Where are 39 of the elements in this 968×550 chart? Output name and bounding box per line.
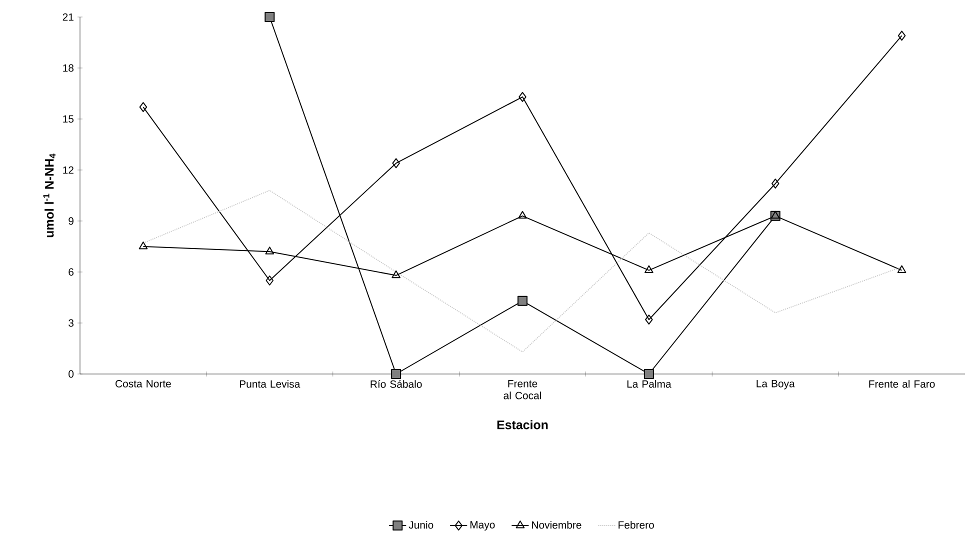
point [898,30,906,41]
point [645,314,653,325]
y-tick-label: 6 [68,268,74,276]
x-tick-label: Punta Levisa [240,380,300,388]
y-tick-label: 21 [62,13,74,21]
y-tick-label: 9 [68,217,74,225]
y-tick-label: 3 [68,319,74,327]
point [518,210,527,219]
y-tick-label: 12 [63,166,74,174]
point [771,178,780,189]
x-tick-label: Río Sábalo [370,380,422,388]
legend-label: Mayo [470,521,495,531]
point [518,296,528,306]
point [392,270,400,278]
x-axis-title: Estacion [497,420,548,430]
point [518,92,526,102]
y-axis-title: umol l$^{-1}$ N-NH$_{4}$ [43,154,56,238]
legend-label: Noviembre [532,520,582,529]
legend-label: Febrero [618,520,654,529]
y-tick-label: 18 [63,64,74,72]
point [391,369,402,379]
point [644,265,654,274]
point [392,158,400,168]
y-tick-label: 0 [68,370,74,378]
point [897,265,906,274]
x-tick-label: La Palma [627,380,672,388]
y-tick-label: 15 [63,115,74,123]
x-tick-label: Costa Norte [116,380,171,388]
x-tick-label: Frente al Faro [869,380,935,388]
point [644,369,654,379]
x-tick-label: Frente al Cocal [504,380,541,400]
line-series [142,190,902,352]
legend-label: Junio [408,520,434,529]
point [266,276,274,286]
point [264,12,275,22]
point [138,242,148,250]
point [265,246,274,254]
point [139,102,148,112]
x-tick-label: La Boya [756,380,795,390]
